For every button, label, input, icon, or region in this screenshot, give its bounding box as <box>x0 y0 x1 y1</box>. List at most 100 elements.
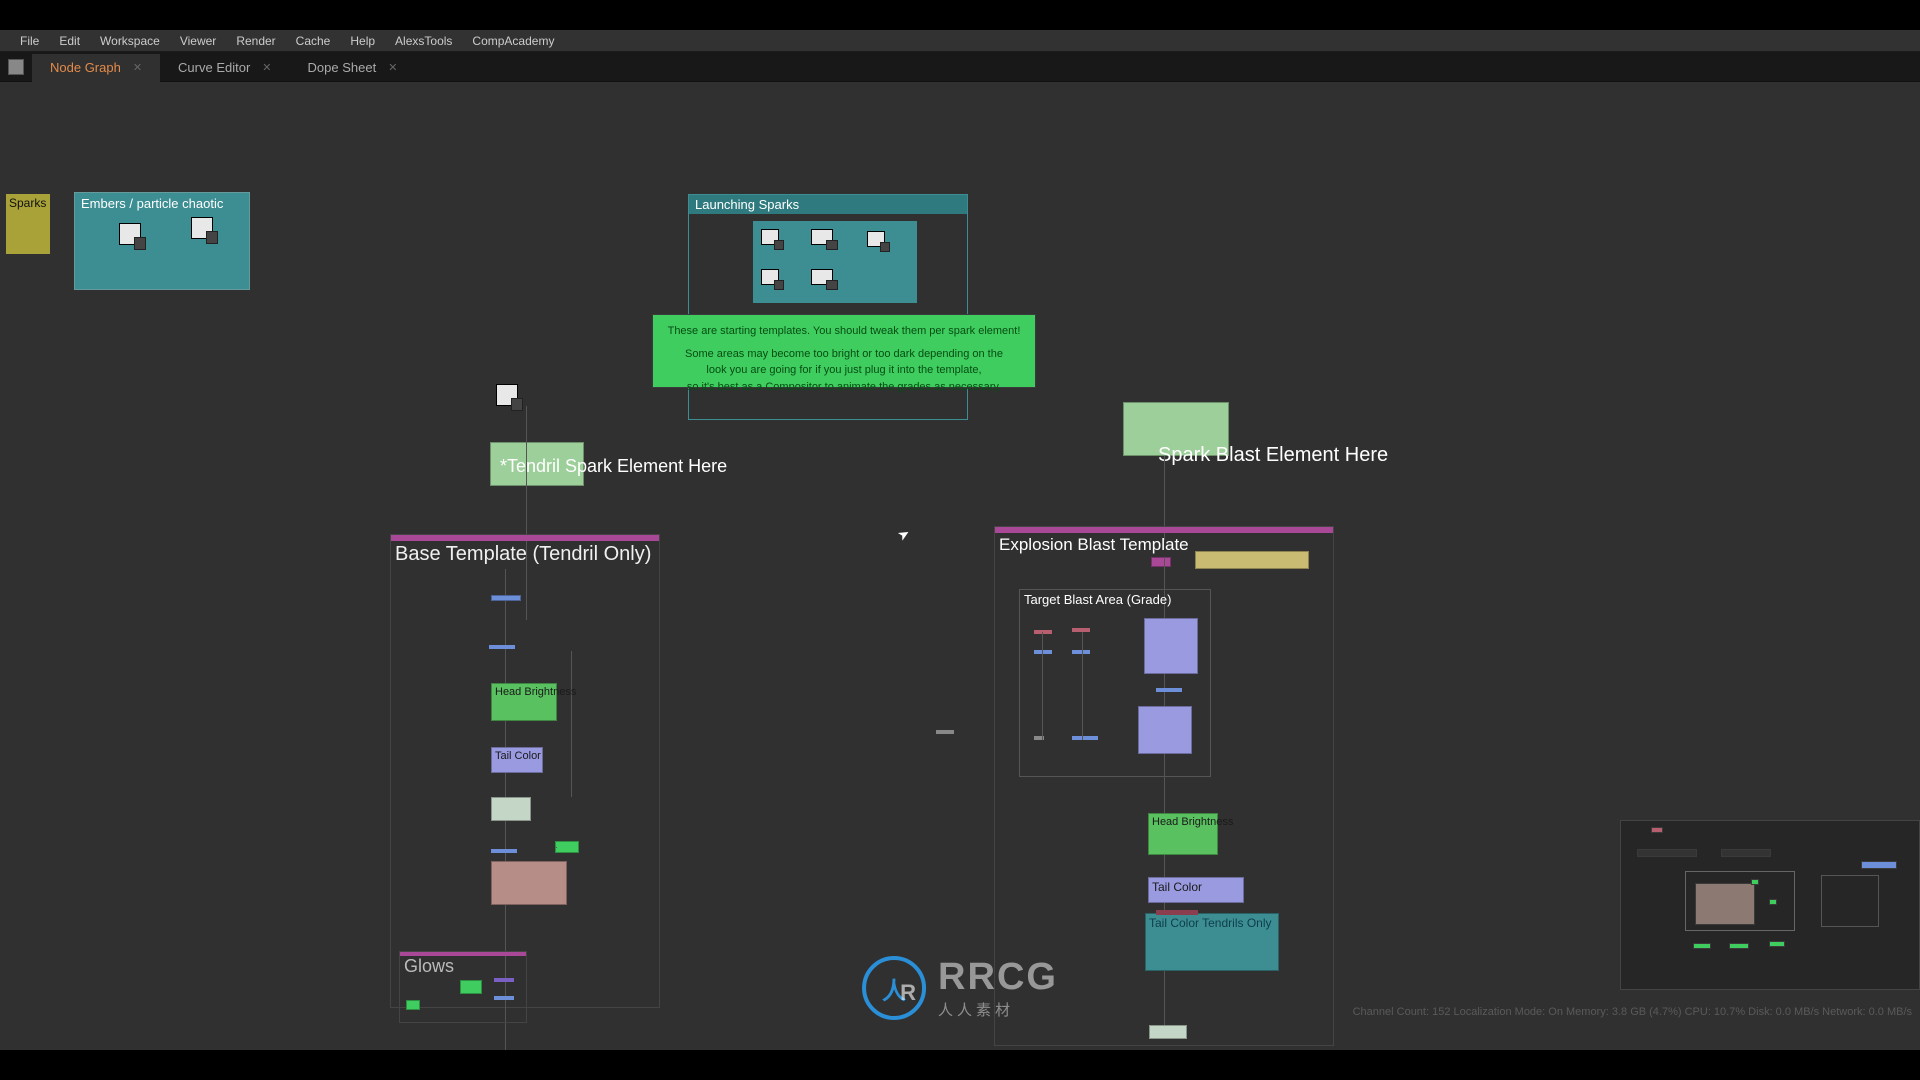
read-node-icon[interactable] <box>761 269 779 285</box>
node-wire <box>1082 632 1083 740</box>
small-node[interactable] <box>491 595 521 601</box>
glows-group[interactable]: Glows <box>399 951 527 1023</box>
grade-node[interactable] <box>1138 706 1192 754</box>
node-wire <box>556 847 557 848</box>
tail-color-node[interactable]: Tail Color <box>491 747 543 773</box>
menu-compacademy[interactable]: CompAcademy <box>462 34 564 48</box>
embers-group[interactable]: Embers / particle chaotic <box>74 192 250 290</box>
base-template-group[interactable]: Base Template (Tendril Only) Head Bright… <box>390 534 660 1008</box>
launching-inner <box>753 221 917 303</box>
tab-node-graph[interactable]: Node Graph ✕ <box>32 54 160 82</box>
tail-color-node[interactable]: Tail Color <box>1148 877 1244 903</box>
menu-workspace[interactable]: Workspace <box>90 34 170 48</box>
node-wire <box>1042 632 1043 740</box>
tab-label: Node Graph <box>50 60 121 75</box>
tendril-label: *Tendril Spark Element Here <box>500 456 727 477</box>
dot-node[interactable] <box>936 730 954 734</box>
target-blast-group[interactable]: Target Blast Area (Grade) <box>1019 589 1211 777</box>
rose-node[interactable] <box>491 861 567 905</box>
menu-alexstools[interactable]: AlexsTools <box>385 34 462 48</box>
watermark-logo-icon: 人 R <box>862 956 926 1020</box>
read-node-icon[interactable] <box>811 229 833 245</box>
nav-node <box>1861 861 1897 869</box>
node-bar[interactable] <box>489 645 515 649</box>
read-node-icon[interactable] <box>496 384 518 406</box>
tab-close-icon[interactable]: ✕ <box>262 61 271 74</box>
tab-bar: Node Graph ✕ Curve Editor ✕ Dope Sheet ✕ <box>0 52 1920 82</box>
nav-node <box>1821 875 1879 927</box>
sparks-tab-group[interactable]: Sparks <box>6 194 50 254</box>
spark-blast-label: Spark Blast Element Here <box>1158 444 1388 467</box>
menu-bar: File Edit Workspace Viewer Render Cache … <box>0 30 1920 52</box>
node-label: Head Brightness <box>495 686 576 698</box>
read-node-icon[interactable] <box>119 223 141 245</box>
nav-node <box>1751 879 1759 885</box>
nav-node <box>1651 827 1663 833</box>
status-bar: Channel Count: 152 Localization Mode: On… <box>1353 1006 1912 1018</box>
read-node-icon[interactable] <box>191 217 213 239</box>
nav-node <box>1769 899 1777 905</box>
navigator-panel[interactable] <box>1620 820 1920 990</box>
tail-tendrils-node[interactable]: Tail Color Tendrils Only <box>1145 913 1279 971</box>
small-node[interactable] <box>491 797 531 821</box>
node-label: Tail Color <box>495 750 541 762</box>
small-node[interactable] <box>1151 557 1171 567</box>
node-bar[interactable] <box>1034 650 1052 654</box>
letterbox-top <box>0 0 1920 30</box>
note-line: Some areas may become too bright or too … <box>667 346 1021 363</box>
menu-cache[interactable]: Cache <box>286 34 341 48</box>
node-label: Tail Color Tendrils Only <box>1149 916 1272 930</box>
tab-label: Curve Editor <box>178 60 250 75</box>
tab-close-icon[interactable]: ✕ <box>388 61 397 74</box>
tab-label: Dope Sheet <box>308 60 377 75</box>
panel-toggle-icon[interactable] <box>8 59 24 75</box>
node-bar[interactable] <box>1072 628 1090 632</box>
mouse-cursor-icon: ➤ <box>895 524 914 545</box>
node-wire <box>571 651 572 797</box>
read-node-icon[interactable] <box>761 229 779 245</box>
node-bar[interactable] <box>1034 630 1052 634</box>
read-node-icon[interactable] <box>867 231 885 247</box>
small-node[interactable] <box>555 841 579 853</box>
base-template-title: Base Template (Tendril Only) <box>391 541 659 568</box>
small-node[interactable] <box>460 980 482 994</box>
node-label: Head Brightness <box>1152 816 1233 828</box>
small-node[interactable] <box>1149 1025 1187 1039</box>
node-label: Tail Color <box>1152 880 1202 894</box>
node-bar[interactable] <box>491 849 517 853</box>
node-graph-canvas[interactable]: Sparks Embers / particle chaotic Launchi… <box>0 82 1920 1050</box>
glows-title: Glows <box>400 956 526 977</box>
embers-title: Embers / particle chaotic <box>75 193 249 214</box>
nav-node <box>1637 849 1697 857</box>
menu-edit[interactable]: Edit <box>49 34 90 48</box>
menu-render[interactable]: Render <box>226 34 285 48</box>
nav-node <box>1769 941 1785 947</box>
nav-node <box>1729 943 1749 949</box>
tab-curve-editor[interactable]: Curve Editor ✕ <box>160 54 289 82</box>
instruction-note: These are starting templates. You should… <box>652 314 1036 388</box>
node-bar[interactable] <box>1072 736 1098 740</box>
letterbox-bottom <box>0 1050 1920 1080</box>
node-bar[interactable] <box>1156 688 1182 692</box>
menu-file[interactable]: File <box>10 34 49 48</box>
head-brightness-node[interactable]: Head Brightness <box>491 683 557 721</box>
explosion-template-group[interactable]: Explosion Blast Template Target Blast Ar… <box>994 526 1334 1046</box>
tab-close-icon[interactable]: ✕ <box>133 61 142 74</box>
node-bar[interactable] <box>1072 650 1090 654</box>
tab-dope-sheet[interactable]: Dope Sheet ✕ <box>290 54 416 82</box>
node-bar[interactable] <box>494 996 514 1000</box>
menu-help[interactable]: Help <box>340 34 385 48</box>
read-node-icon[interactable] <box>811 269 833 285</box>
sparks-label: Sparks <box>9 196 46 210</box>
menu-viewer[interactable]: Viewer <box>170 34 226 48</box>
target-blast-title: Target Blast Area (Grade) <box>1024 592 1171 607</box>
khaki-node[interactable] <box>1195 551 1309 569</box>
nav-node <box>1721 849 1771 857</box>
node-bar[interactable] <box>494 978 514 982</box>
note-line: These are starting templates. You should… <box>667 323 1021 340</box>
grade-node[interactable] <box>1144 618 1198 674</box>
launching-title: Launching Sparks <box>689 195 967 214</box>
head-brightness-node[interactable]: Head Brightness <box>1148 813 1218 855</box>
note-line: so it's best as a Compositor to animate … <box>667 379 1021 396</box>
small-node[interactable] <box>406 1000 420 1010</box>
